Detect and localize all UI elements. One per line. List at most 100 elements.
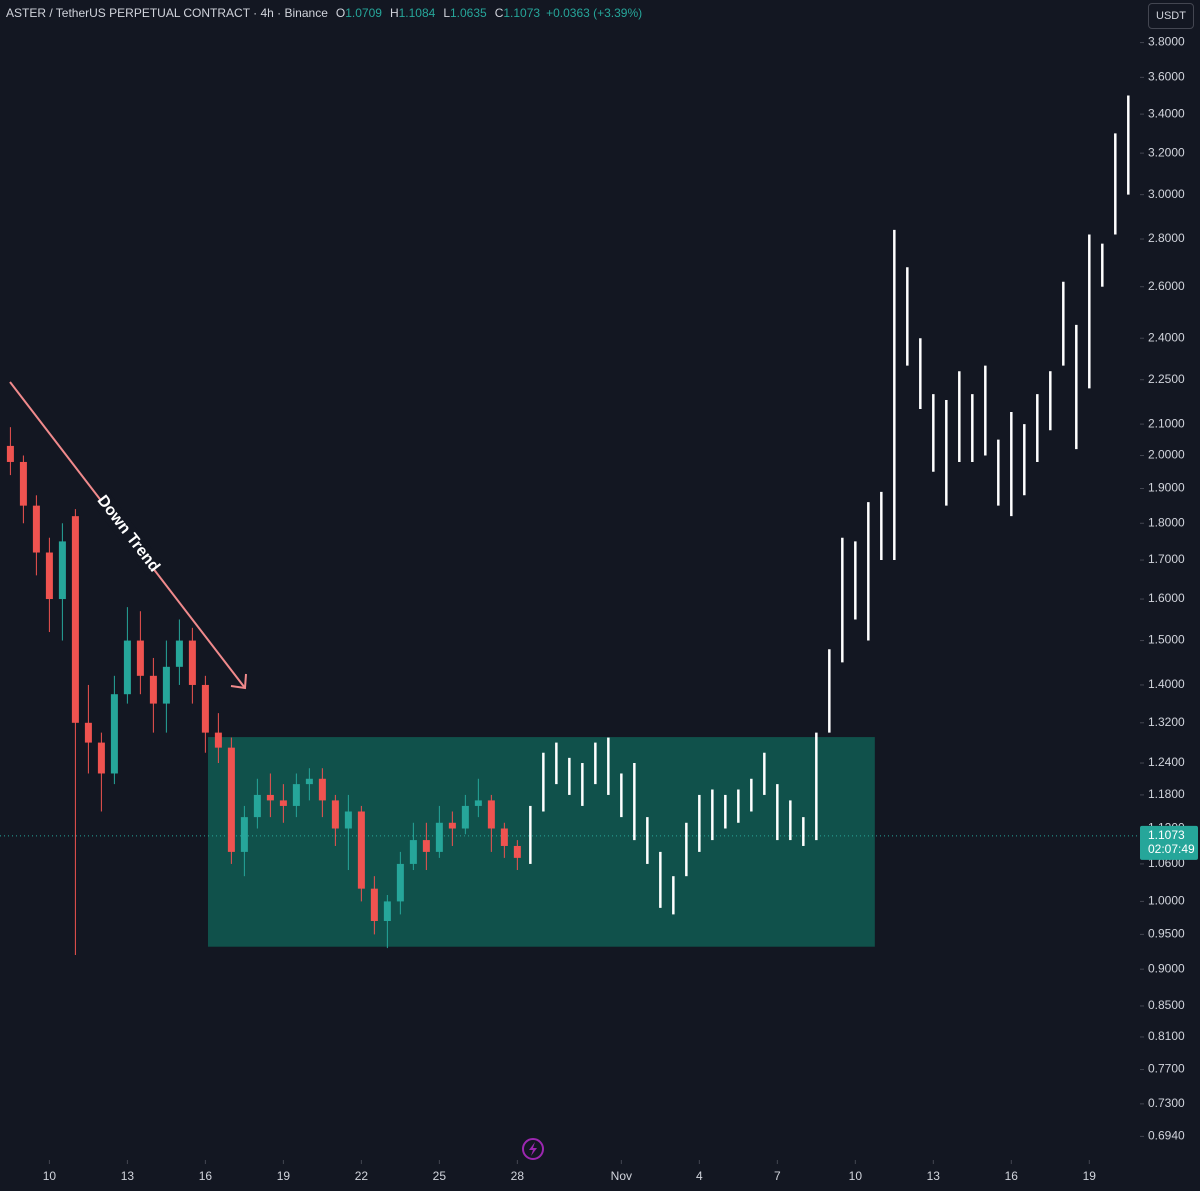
candle-body <box>84 722 92 743</box>
candle-body <box>149 675 157 704</box>
y-tick-label: 1.9000 <box>1148 481 1185 495</box>
ohlc-key: C <box>494 6 504 20</box>
candle-body <box>201 684 209 733</box>
x-tick-label: Nov <box>611 1169 632 1183</box>
candle-body <box>292 784 300 806</box>
candle-body <box>500 828 508 846</box>
range-zone <box>207 737 875 947</box>
y-tick-label: 0.8500 <box>1148 998 1185 1012</box>
change: +0.0363 (+3.39%) <box>546 6 643 20</box>
label-gap <box>93 493 163 575</box>
ohlc-value: 1.0709 <box>345 6 382 20</box>
y-tick-label: 0.9500 <box>1148 927 1185 941</box>
x-tick-label: 19 <box>1083 1169 1097 1183</box>
y-tick-label: 1.5000 <box>1148 633 1185 647</box>
y-tick-label: 3.8000 <box>1148 35 1185 49</box>
y-tick-label: 2.0000 <box>1148 448 1185 462</box>
y-tick-label: 1.7000 <box>1148 552 1185 566</box>
candle-body <box>162 666 170 704</box>
candle-body <box>409 840 417 864</box>
ohlc-value: 1.1073 <box>503 6 541 20</box>
y-tick-label: 1.3200 <box>1148 715 1185 729</box>
icon-bolt <box>529 1142 537 1156</box>
candle-body <box>370 888 378 921</box>
y-tick-label: 2.4000 <box>1148 330 1185 344</box>
candle-body <box>253 794 261 818</box>
ohlc-key: L <box>443 6 450 20</box>
candle-body <box>175 640 183 667</box>
candle-body <box>110 694 118 774</box>
annotation: Down Trend <box>94 492 163 575</box>
candle-body <box>97 742 105 774</box>
x-tick-label: 16 <box>199 1169 213 1183</box>
y-tick-label: 3.0000 <box>1148 187 1185 201</box>
y-tick-label: 2.6000 <box>1148 279 1185 293</box>
y-tick-label: 0.7700 <box>1148 1062 1185 1076</box>
x-tick-label: 10 <box>43 1169 57 1183</box>
candle-body <box>513 845 521 858</box>
x-tick-label: 4 <box>696 1169 703 1183</box>
candle-body <box>305 778 313 785</box>
countdown: 02:07:49 <box>1148 842 1195 856</box>
y-tick-label: 1.4000 <box>1148 677 1185 691</box>
candle-body <box>6 445 14 462</box>
candle-body <box>32 505 40 553</box>
candle-body <box>58 541 66 600</box>
candle-body <box>461 805 469 829</box>
x-tick-label: 10 <box>849 1169 863 1183</box>
y-tick-label: 1.8000 <box>1148 515 1185 529</box>
icon-ring[interactable] <box>522 1138 544 1160</box>
x-tick-label: 7 <box>774 1169 781 1183</box>
candle-body <box>227 747 235 852</box>
y-tick-label: 3.2000 <box>1148 145 1185 159</box>
candle-body <box>188 640 196 685</box>
candle-body <box>240 817 248 852</box>
candle-body <box>435 822 443 852</box>
y-tick-label: 0.9000 <box>1148 961 1185 975</box>
x-tick-label: 25 <box>433 1169 447 1183</box>
symbol: ASTER / TetherUS PERPETUAL CONTRACT · 4h… <box>6 6 328 20</box>
x-tick-label: 22 <box>355 1169 369 1183</box>
ohlc-key: O <box>335 6 346 20</box>
x-tick-label: 13 <box>927 1169 941 1183</box>
candle-body <box>487 800 495 829</box>
y-tick-label: 1.0000 <box>1148 894 1185 908</box>
arrow-head <box>230 673 247 690</box>
candle-body <box>279 800 287 806</box>
y-tick-label: 0.6940 <box>1148 1129 1185 1143</box>
candle-body <box>45 552 53 600</box>
candle-body <box>71 516 79 723</box>
candle-body <box>357 811 365 889</box>
lightning-icon <box>522 1138 544 1160</box>
candle-body <box>422 840 430 852</box>
y-tick-label: 1.1800 <box>1148 787 1185 801</box>
candle-body <box>266 794 274 801</box>
y-tick-label: 1.6000 <box>1148 591 1185 605</box>
candle-body <box>19 461 27 506</box>
x-tick-label: 19 <box>277 1169 291 1183</box>
ohlc-value: 1.0635 <box>450 6 487 20</box>
x-tick-label: 28 <box>511 1169 525 1183</box>
x-tick-label: 13 <box>121 1169 135 1183</box>
x-tick-label: 16 <box>1005 1169 1019 1183</box>
candle-body <box>344 811 352 829</box>
y-tick-label: 0.8100 <box>1148 1029 1185 1043</box>
ohlc-key: H <box>389 6 399 20</box>
header: ASTER / TetherUS PERPETUAL CONTRACT · 4h… <box>6 6 642 20</box>
price-label-box <box>1140 825 1198 860</box>
plot-area <box>0 95 1140 956</box>
candle-body <box>136 640 144 676</box>
candle-body <box>383 901 391 921</box>
y-tick-label: 1.2400 <box>1148 755 1185 769</box>
currency-button[interactable]: USDT <box>1148 3 1194 29</box>
candle-body <box>318 778 326 801</box>
candle-body <box>331 800 339 829</box>
y-tick-label: 3.6000 <box>1148 70 1185 84</box>
y-tick-label: 0.7300 <box>1148 1096 1185 1110</box>
candle-body <box>448 822 456 829</box>
candle-body <box>474 800 482 806</box>
ohlc-value: 1.1084 <box>398 6 436 20</box>
y-tick-label: 2.2500 <box>1148 372 1185 386</box>
